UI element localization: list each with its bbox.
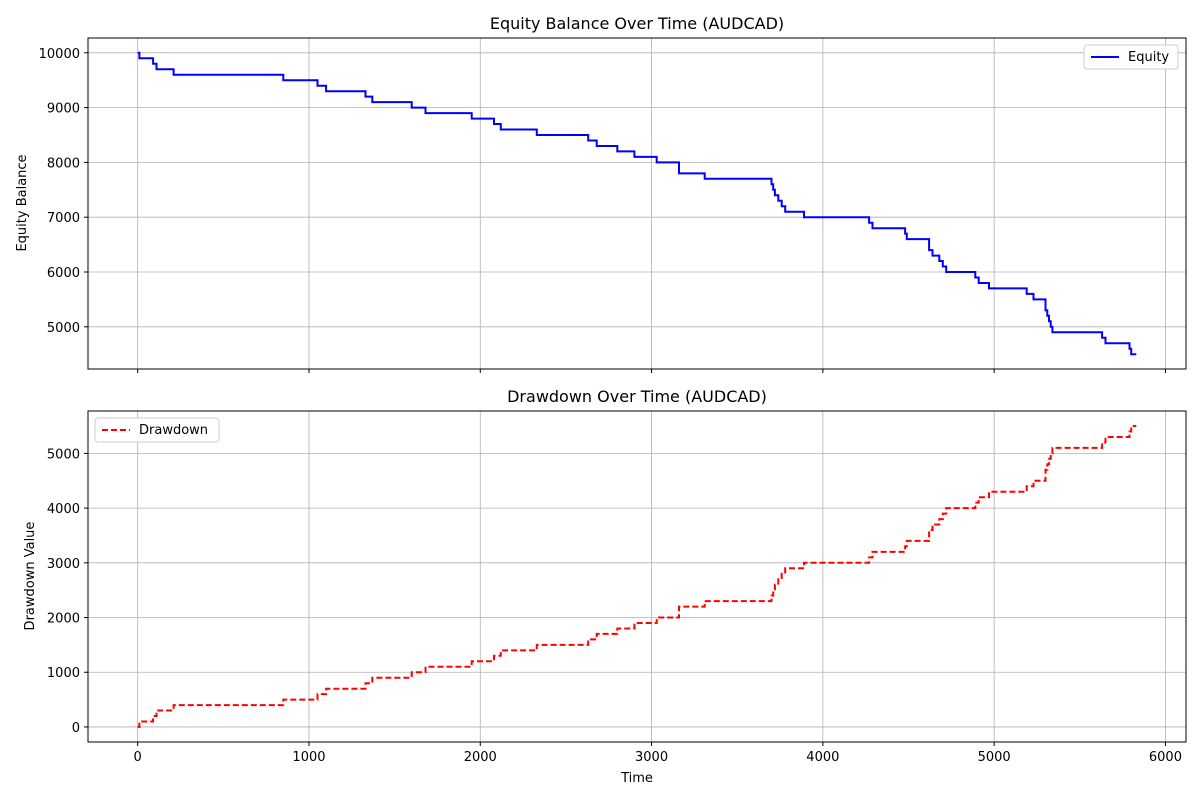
drawdown-y-axis-label: Drawdown Value (23, 522, 38, 631)
equity-legend[interactable]: Equity (1083, 44, 1179, 70)
drawdown-y-tick-label: 3000 (47, 557, 80, 572)
drawdown-x-tick-label: 4000 (806, 750, 839, 765)
drawdown-y-tick-label: 4000 (47, 502, 80, 517)
equity-y-tick-label: 7000 (47, 211, 80, 226)
drawdown-panel: Drawdown Over Time (AUDCAD) 0 1000 2000 300… (23, 387, 1187, 786)
drawdown-legend-box (94, 417, 220, 443)
drawdown-x-tick-label: 5000 (978, 750, 1011, 765)
equity-y-axis-label: Equity Balance (15, 154, 30, 251)
drawdown-x-tick-label: 1000 (292, 750, 325, 765)
drawdown-grid (88, 411, 1186, 742)
equity-y-tick-label: 5000 (47, 321, 80, 336)
equity-chart-title: Equity Balance Over Time (AUDCAD) (490, 14, 784, 33)
drawdown-series-layer (137, 425, 1137, 728)
equity-ticks: 5000 6000 7000 8000 9000 10000 (39, 47, 1166, 373)
drawdown-ticks: 0 1000 2000 3000 4000 5000 6000 0 1000 2000 3000 40… (47, 447, 1182, 765)
drawdown-chart-title: Drawdown Over Time (AUDCAD) (507, 387, 767, 406)
drawdown-legend-label: Drawdown (139, 423, 208, 438)
drawdown-x-tick-label: 0 (134, 750, 142, 765)
equity-series-line (137, 51, 1137, 356)
drawdown-y-tick-label: 2000 (47, 612, 80, 627)
drawdown-x-tick-label: 6000 (1149, 750, 1182, 765)
drawdown-y-tick-label: 0 (72, 721, 80, 736)
equity-legend-label: Equity (1128, 50, 1169, 65)
drawdown-x-tick-label: 3000 (635, 750, 668, 765)
equity-y-tick-label: 8000 (47, 156, 80, 171)
drawdown-x-axis-label: Time (620, 771, 653, 786)
equity-y-tick-label: 9000 (47, 102, 80, 117)
drawdown-y-tick-label: 1000 (47, 666, 80, 681)
equity-panel: Equity Balance Over Time (AUDCAD) 5000 60… (15, 14, 1187, 373)
equity-y-tick-label: 10000 (39, 47, 80, 62)
drawdown-x-tick-label: 2000 (464, 750, 497, 765)
drawdown-series-line (137, 425, 1137, 728)
equity-plot-frame (87, 37, 1187, 370)
drawdown-legend[interactable]: Drawdown (94, 417, 220, 443)
equity-y-tick-label: 6000 (47, 266, 80, 281)
equity-series-layer (137, 51, 1137, 356)
equity-grid (88, 38, 1186, 369)
equity-legend-box (1083, 44, 1179, 70)
drawdown-plot-frame (87, 410, 1187, 743)
drawdown-y-tick-label: 5000 (47, 447, 80, 462)
